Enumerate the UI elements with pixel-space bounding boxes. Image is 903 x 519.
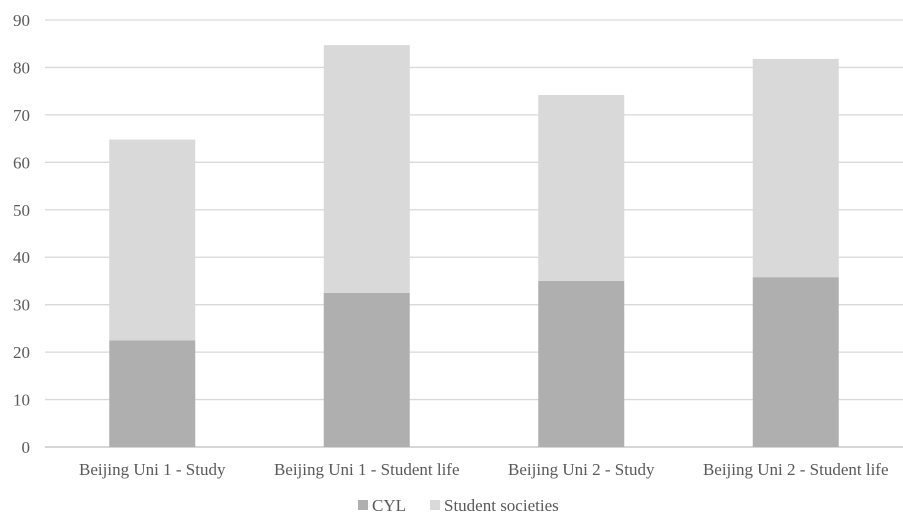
y-tick-label: 80 [13, 58, 30, 77]
bar-student-societies-2 [323, 45, 410, 293]
bar-cyl-1 [109, 340, 196, 447]
legend: CYL Student societies [358, 496, 559, 515]
x-tick-label: Beijing Uni 2 - Study [508, 460, 655, 479]
x-tick-label: Beijing Uni 1 - Study [79, 460, 226, 479]
bar-cyl-4 [752, 277, 839, 447]
y-tick-label: 40 [13, 248, 30, 267]
y-tick-label: 10 [13, 391, 30, 410]
y-tick-label: 20 [13, 343, 30, 362]
bar-student-societies-4 [752, 58, 839, 278]
bar-student-societies-1 [109, 139, 196, 341]
y-axis-ticks: 0 10 20 30 40 50 60 70 80 90 [13, 11, 30, 457]
bars [109, 45, 839, 447]
x-axis-ticks: Beijing Uni 1 - Study Beijing Uni 1 - Stu… [79, 460, 888, 479]
y-tick-label: 50 [13, 201, 30, 220]
y-tick-label: 30 [13, 296, 30, 315]
bar-cyl-2 [323, 292, 410, 447]
y-tick-label: 70 [13, 106, 30, 125]
y-tick-label: 60 [13, 153, 30, 172]
legend-swatch-cyl [358, 500, 368, 510]
legend-swatch-student-societies [430, 500, 440, 510]
x-tick-label: Beijing Uni 2 - Student life [703, 460, 889, 479]
x-tick-label: Beijing Uni 1 - Student life [274, 460, 460, 479]
bar-student-societies-3 [538, 94, 625, 281]
legend-label-cyl: CYL [372, 496, 406, 515]
legend-label-student-societies: Student societies [444, 496, 559, 515]
bar-cyl-3 [538, 280, 625, 447]
y-tick-label: 0 [22, 438, 31, 457]
y-tick-label: 90 [13, 11, 30, 30]
